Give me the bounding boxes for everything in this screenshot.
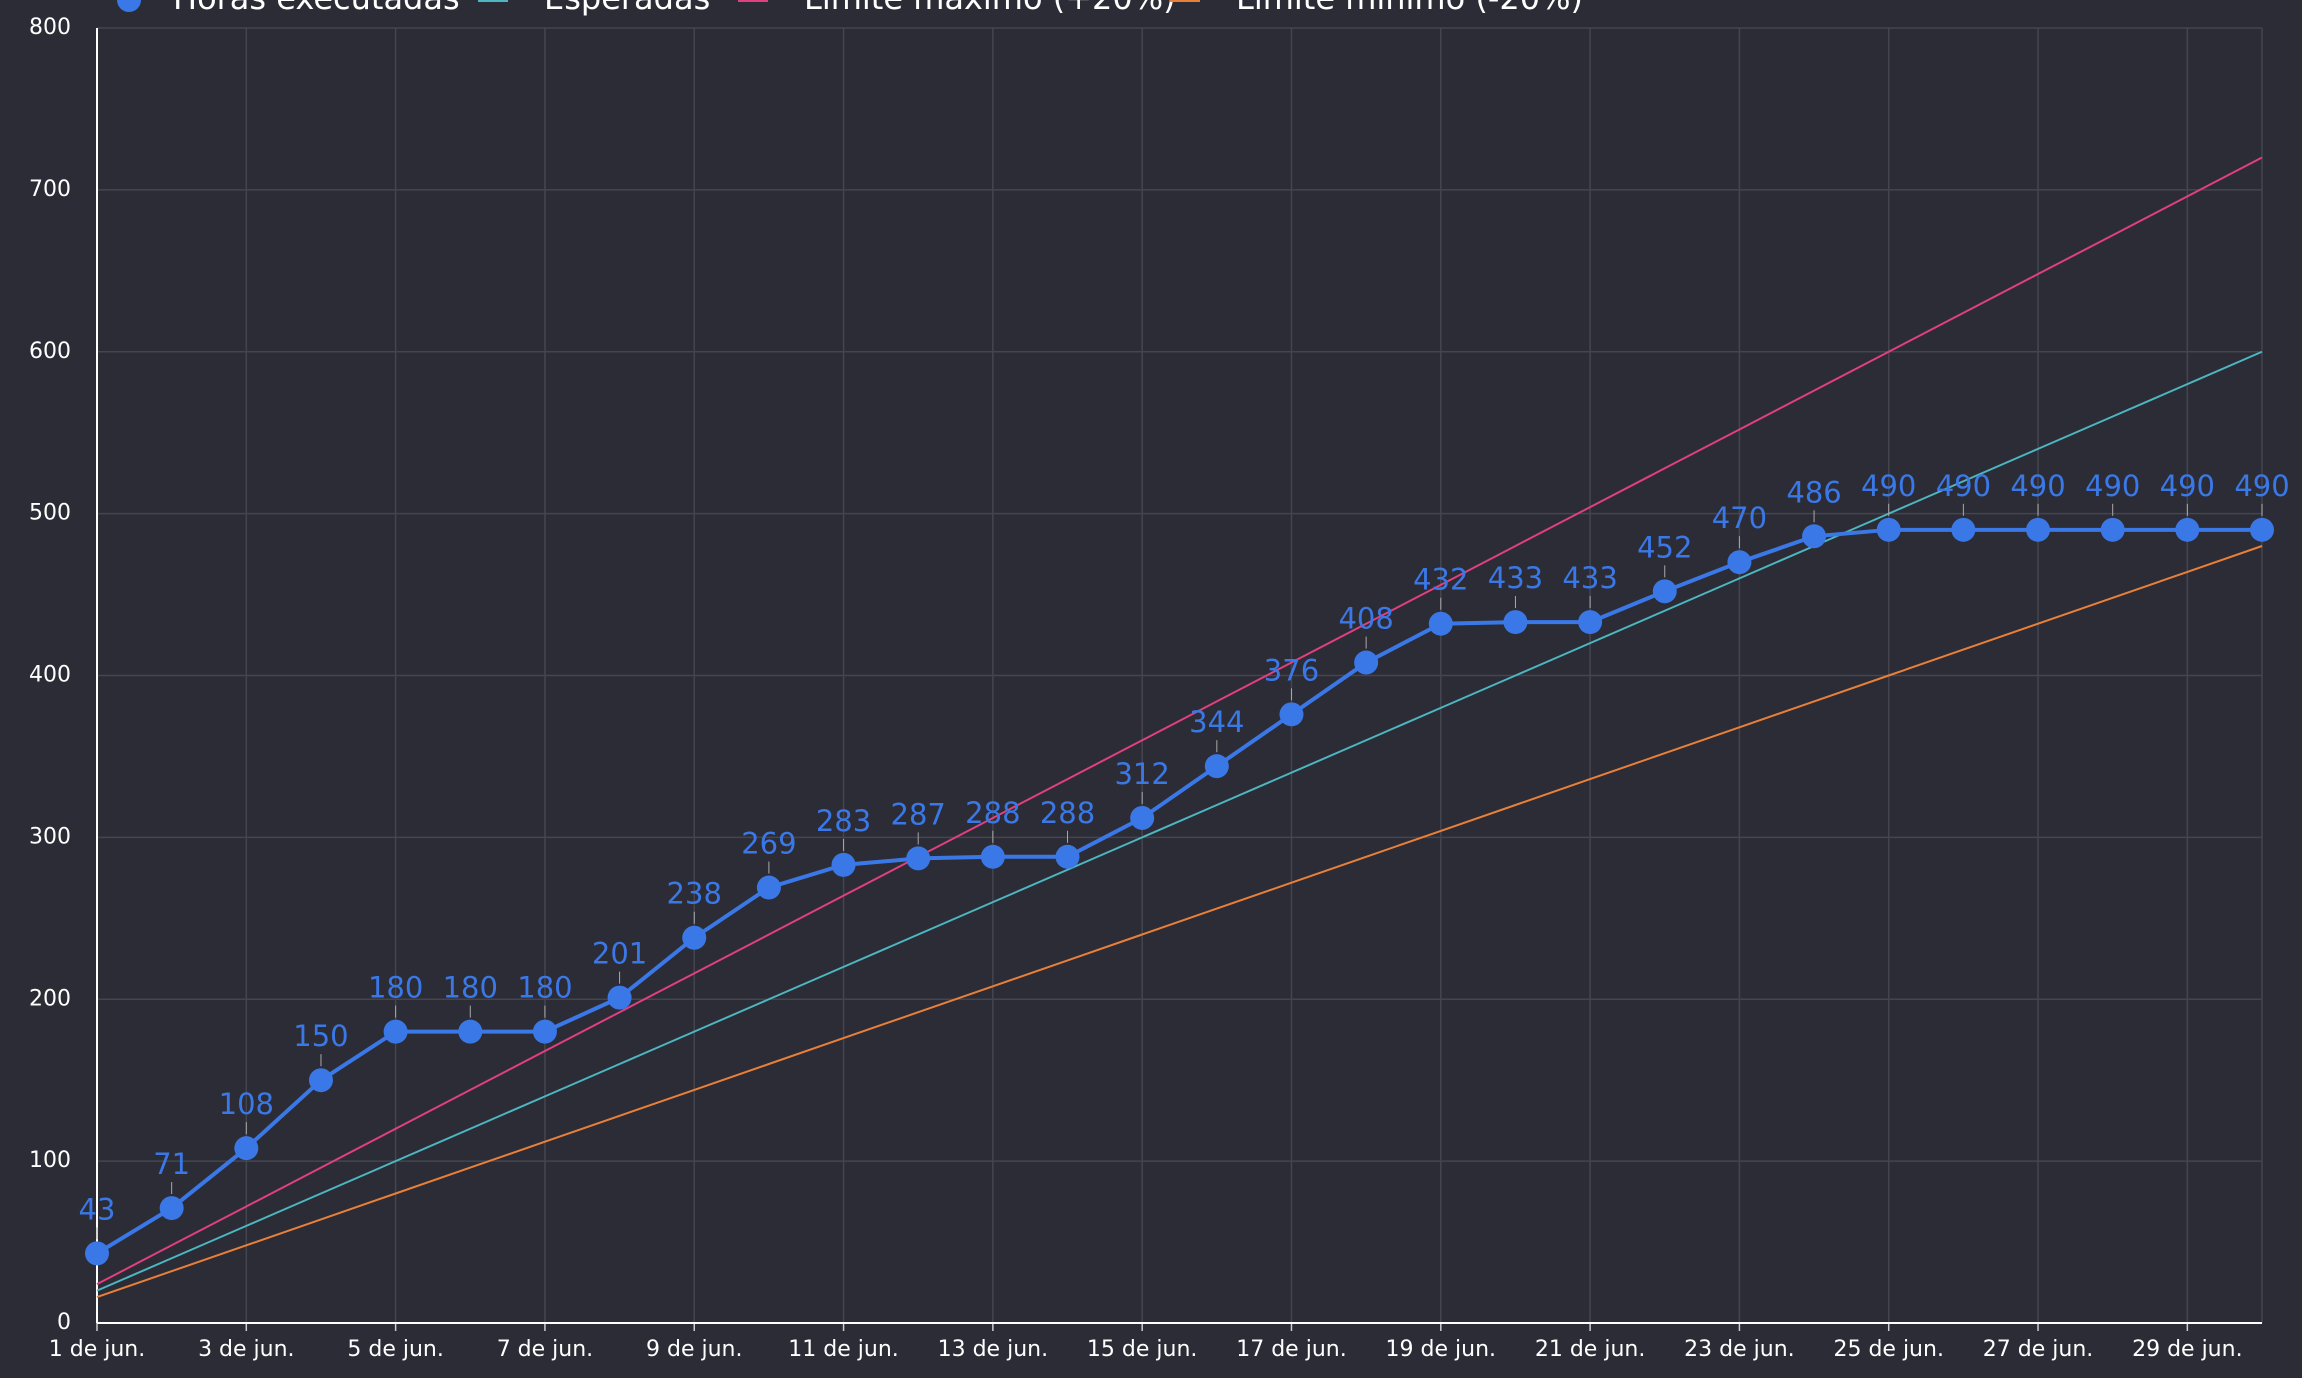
data-label: 180 [443, 971, 498, 1005]
data-point [756, 875, 781, 900]
data-point [532, 1019, 557, 1044]
data-label: 470 [1712, 501, 1767, 535]
data-label: 150 [293, 1019, 348, 1053]
data-label: 490 [2010, 469, 2065, 503]
data-point [308, 1068, 333, 1093]
data-point [1279, 702, 1304, 727]
data-label: 344 [1189, 705, 1244, 739]
data-label: 269 [741, 827, 796, 861]
data-point [458, 1019, 483, 1044]
legend-marker [117, 0, 141, 12]
data-label: 71 [153, 1147, 190, 1181]
legend-label: Limite mínimo (-20%) [1236, 0, 1583, 17]
data-label: 238 [667, 877, 722, 911]
series-line [96, 545, 2263, 1299]
data-point [1578, 610, 1603, 635]
data-point [1727, 550, 1752, 575]
data-point [1802, 524, 1827, 549]
data-label: 490 [2234, 469, 2289, 503]
data-label: 490 [1861, 469, 1916, 503]
data-point [383, 1019, 408, 1044]
data-label: 490 [2085, 469, 2140, 503]
data-point [1354, 650, 1379, 675]
y-tick-label: 400 [29, 663, 71, 688]
x-tick-label: 15 de jun. [1087, 1337, 1197, 1362]
data-point [906, 846, 931, 871]
data-point [980, 844, 1005, 869]
data-label: 490 [1936, 469, 1991, 503]
data-point [159, 1196, 184, 1221]
data-point [1130, 805, 1155, 830]
data-label: 433 [1562, 561, 1617, 595]
data-label: 433 [1488, 561, 1543, 595]
data-label: 486 [1786, 475, 1841, 509]
x-tick-label: 9 de jun. [646, 1337, 742, 1362]
data-point [1652, 579, 1677, 604]
data-point [682, 925, 707, 950]
series-line [96, 350, 2263, 1292]
data-label: 490 [2160, 469, 2215, 503]
legend-label: Horas executadas [173, 0, 460, 17]
y-tick-label: 100 [29, 1148, 71, 1173]
x-tick-label: 11 de jun. [788, 1337, 898, 1362]
data-point [1055, 844, 1080, 869]
data-point [2026, 517, 2051, 542]
y-tick-label: 300 [29, 824, 71, 849]
data-label: 108 [219, 1087, 274, 1121]
data-label: 287 [891, 797, 946, 831]
x-tick-label: 5 de jun. [347, 1337, 443, 1362]
data-label: 288 [1040, 796, 1095, 830]
x-tick-label: 13 de jun. [938, 1337, 1048, 1362]
x-tick-label: 21 de jun. [1535, 1337, 1645, 1362]
x-tick-label: 1 de jun. [49, 1337, 145, 1362]
y-tick-label: 500 [29, 501, 71, 526]
data-label: 432 [1413, 563, 1468, 597]
data-label: 408 [1338, 602, 1393, 636]
data-point [2100, 517, 2125, 542]
series-line [96, 156, 2263, 1286]
data-label: 201 [592, 937, 647, 971]
data-point [1428, 611, 1453, 636]
data-point [85, 1241, 109, 1266]
data-point [2175, 517, 2200, 542]
data-point [607, 985, 632, 1010]
y-tick-label: 0 [57, 1310, 71, 1335]
y-tick-label: 800 [29, 15, 71, 40]
x-tick-label: 19 de jun. [1386, 1337, 1496, 1362]
data-point [1951, 517, 1976, 542]
data-label: 43 [79, 1192, 116, 1226]
legend-label: Limite máximo (+20%) [804, 0, 1176, 17]
data-label: 312 [1114, 757, 1169, 791]
data-label: 452 [1637, 530, 1692, 564]
data-point [1503, 610, 1528, 635]
x-tick-label: 25 de jun. [1833, 1337, 1943, 1362]
series-line [95, 527, 2262, 1256]
data-point [234, 1136, 259, 1161]
data-point [831, 852, 856, 877]
y-tick-label: 700 [29, 177, 71, 202]
data-label: 180 [517, 971, 572, 1005]
x-tick-label: 29 de jun. [2132, 1337, 2242, 1362]
x-tick-label: 27 de jun. [1983, 1337, 2093, 1362]
y-tick-label: 200 [29, 986, 71, 1011]
x-tick-label: 3 de jun. [198, 1337, 294, 1362]
data-label: 283 [816, 804, 871, 838]
legend-label: Esperadas [544, 0, 710, 17]
y-tick-label: 600 [29, 339, 71, 364]
x-tick-label: 7 de jun. [497, 1337, 593, 1362]
data-label: 376 [1264, 653, 1319, 687]
data-label: 180 [368, 971, 423, 1005]
data-point [1876, 517, 1901, 542]
x-tick-label: 23 de jun. [1684, 1337, 1794, 1362]
x-tick-label: 17 de jun. [1236, 1337, 1346, 1362]
data-label: 288 [965, 796, 1020, 830]
data-point [1204, 754, 1229, 779]
data-point [2250, 517, 2274, 542]
